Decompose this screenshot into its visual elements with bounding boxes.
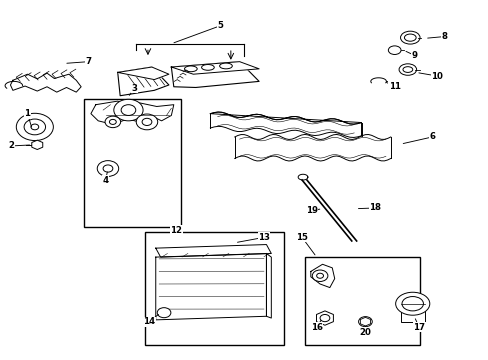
Text: 5: 5 [217, 21, 223, 30]
Text: 18: 18 [368, 203, 381, 212]
Bar [400, 304, 424, 321]
Ellipse shape [109, 120, 116, 125]
Text: 14: 14 [143, 317, 155, 326]
Text: 17: 17 [412, 323, 424, 332]
Polygon shape [210, 112, 361, 138]
Text: 11: 11 [388, 82, 400, 91]
Text: 4: 4 [102, 176, 108, 185]
Polygon shape [118, 67, 168, 96]
Text: 7: 7 [85, 57, 91, 66]
Text: 19: 19 [305, 206, 317, 215]
Ellipse shape [105, 116, 121, 128]
Ellipse shape [316, 273, 323, 278]
Polygon shape [91, 101, 173, 125]
Polygon shape [156, 244, 271, 257]
Text: 15: 15 [296, 233, 307, 242]
Ellipse shape [24, 119, 45, 135]
Ellipse shape [114, 99, 143, 121]
Polygon shape [171, 62, 259, 74]
Polygon shape [171, 62, 259, 87]
Ellipse shape [312, 270, 327, 282]
Ellipse shape [395, 292, 429, 315]
Bar [83, 99, 181, 226]
Bar [305, 257, 419, 345]
Polygon shape [10, 73, 81, 92]
Ellipse shape [16, 113, 53, 140]
Polygon shape [266, 253, 271, 318]
Ellipse shape [121, 105, 136, 116]
Ellipse shape [404, 34, 415, 41]
Ellipse shape [401, 297, 423, 311]
Ellipse shape [136, 114, 158, 130]
Ellipse shape [184, 66, 197, 72]
Ellipse shape [358, 317, 371, 327]
Text: 12: 12 [170, 226, 182, 235]
Polygon shape [310, 264, 334, 288]
Text: 20: 20 [359, 328, 370, 337]
Polygon shape [234, 134, 390, 161]
Ellipse shape [201, 64, 214, 70]
Ellipse shape [320, 315, 329, 321]
Ellipse shape [398, 64, 416, 75]
Bar [144, 232, 283, 345]
Ellipse shape [219, 63, 232, 69]
Text: 1: 1 [24, 109, 30, 118]
Ellipse shape [31, 124, 39, 130]
Text: 13: 13 [258, 233, 269, 242]
Text: 3: 3 [132, 84, 138, 93]
Ellipse shape [400, 31, 419, 44]
Ellipse shape [402, 67, 412, 72]
Text: 8: 8 [441, 32, 447, 41]
Ellipse shape [157, 308, 170, 318]
Polygon shape [118, 67, 168, 80]
Ellipse shape [97, 161, 119, 176]
Text: 16: 16 [310, 323, 322, 332]
Ellipse shape [142, 118, 152, 126]
Ellipse shape [103, 165, 113, 172]
Text: 2: 2 [8, 141, 14, 150]
Text: 6: 6 [428, 132, 434, 141]
Text: 9: 9 [410, 51, 416, 60]
Text: 10: 10 [430, 72, 442, 81]
Polygon shape [156, 253, 266, 320]
Ellipse shape [387, 46, 400, 54]
